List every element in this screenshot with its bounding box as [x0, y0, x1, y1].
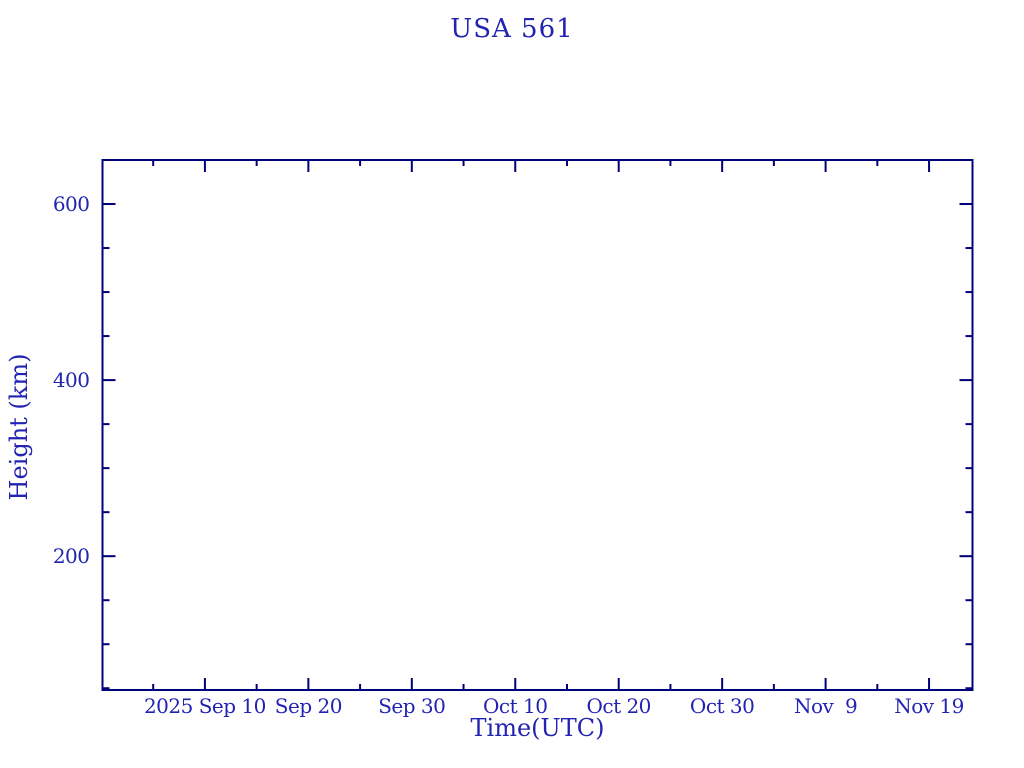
x-tick-label: 2025 Sep 10: [144, 694, 266, 718]
x-tick-label: Sep 20: [275, 694, 342, 718]
x-tick-label: Oct 10: [483, 694, 547, 718]
x-axis-title: Time(UTC): [470, 714, 605, 742]
x-tick-label: Nov 9: [794, 694, 857, 718]
y-tick-label: 400: [53, 368, 90, 392]
y-tick-label: 600: [53, 192, 90, 216]
y-tick-label: 200: [53, 544, 90, 568]
x-tick-label: Sep 30: [378, 694, 445, 718]
x-tick-label: Oct 30: [690, 694, 754, 718]
x-tick-label: Oct 20: [586, 694, 650, 718]
plot-frame: [101, 159, 974, 691]
chart-title: USA 561: [450, 14, 574, 44]
x-tick-label: Nov 19: [894, 694, 964, 718]
